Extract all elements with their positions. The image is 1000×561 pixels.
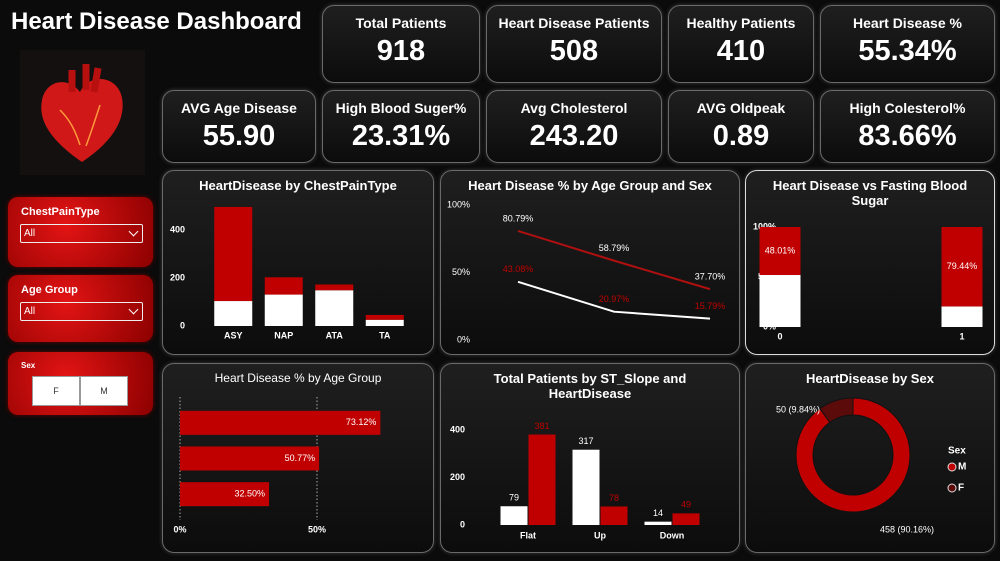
- kpi-label: AVG Age Disease: [181, 100, 297, 116]
- age-group-slicer[interactable]: Age Group All: [8, 275, 153, 342]
- kpi-label: AVG Oldpeak: [696, 100, 786, 116]
- kpi-value: 918: [376, 35, 426, 67]
- chart-panel: Total Patients by ST_Slope and HeartDise…: [440, 363, 740, 553]
- chart-panel: Heart Disease % by Age Group and Sex: [440, 170, 740, 355]
- chart-panel: HeartDisease by ChestPainType: [162, 170, 434, 355]
- dropdown[interactable]: All: [20, 302, 143, 321]
- kpi-value: 83.66%: [858, 120, 957, 152]
- kpi-label: Total Patients: [355, 15, 447, 31]
- kpi-value: 0.89: [712, 120, 770, 152]
- kpi-value: 55.34%: [858, 35, 957, 67]
- kpi-value: 243.20: [529, 120, 619, 152]
- kpi-card: Heart Disease % 55.34%: [820, 5, 995, 83]
- kpi-value: 508: [549, 35, 599, 67]
- kpi-card: Healthy Patients 410: [668, 5, 814, 83]
- kpi-label: High Colesterol%: [849, 100, 966, 116]
- heart-image: [20, 50, 145, 175]
- kpi-card: Heart Disease Patients 508: [486, 5, 662, 83]
- chart-panel: Heart Disease % by Age Group: [162, 363, 434, 553]
- chart-title: Heart Disease % by Age Group: [214, 371, 382, 385]
- kpi-label: Healthy Patients: [686, 15, 796, 31]
- dashboard-title: Heart Disease Dashboard: [11, 8, 302, 35]
- kpi-card: AVG Age Disease 55.90: [162, 90, 316, 163]
- kpi-label: Avg Cholesterol: [520, 100, 628, 116]
- dropdown[interactable]: All: [20, 224, 143, 243]
- kpi-card: Total Patients 918: [322, 5, 480, 83]
- chest-pain-slicer[interactable]: ChestPainType All: [8, 197, 153, 267]
- chart-title: Total Patients by ST_Slope and HeartDise…: [493, 371, 687, 401]
- kpi-card: High Colesterol% 83.66%: [820, 90, 995, 163]
- kpi-label: High Blood Suger%: [335, 100, 467, 116]
- kpi-card: High Blood Suger% 23.31%: [322, 90, 480, 163]
- slicer-label: Age Group: [21, 284, 78, 296]
- slicer-label: ChestPainType: [21, 206, 100, 218]
- kpi-label: Heart Disease Patients: [498, 15, 650, 31]
- kpi-card: Avg Cholesterol 243.20: [486, 90, 662, 163]
- kpi-card: AVG Oldpeak 0.89: [668, 90, 814, 163]
- kpi-value: 410: [716, 35, 766, 67]
- chart-panel: Heart Disease vs Fasting Blood Sugar: [745, 170, 995, 355]
- chart-title: Heart Disease % by Age Group and Sex: [468, 178, 712, 193]
- chart-title: HeartDisease by Sex: [806, 371, 934, 386]
- slicer-label: Sex: [21, 361, 36, 370]
- kpi-value: 23.31%: [351, 120, 451, 152]
- kpi-label: Heart Disease %: [853, 15, 962, 31]
- chart-panel: HeartDisease by Sex: [745, 363, 995, 553]
- chart-title: HeartDisease by ChestPainType: [199, 178, 397, 193]
- kpi-value: 55.90: [202, 120, 276, 152]
- sex-button[interactable]: F: [32, 376, 80, 406]
- chart-title: Heart Disease vs Fasting Blood Sugar: [772, 178, 968, 208]
- sex-button[interactable]: M: [80, 376, 128, 406]
